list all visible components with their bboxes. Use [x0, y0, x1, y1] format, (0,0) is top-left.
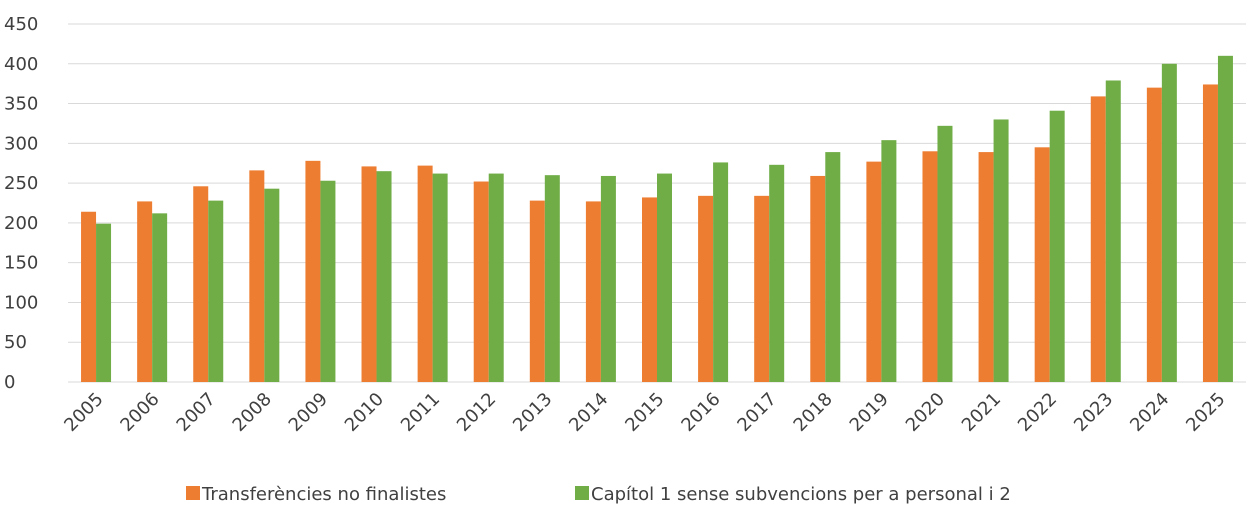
bar — [1090, 96, 1106, 382]
bar — [754, 195, 770, 382]
y-tick-label: 450 — [4, 14, 38, 35]
y-tick-label: 200 — [4, 213, 38, 234]
x-tick-label: 2020 — [902, 389, 949, 436]
x-tick-label: 2006 — [116, 389, 163, 436]
x-tick-label: 2016 — [677, 389, 724, 436]
y-tick-label: 350 — [4, 94, 38, 115]
bar — [529, 200, 545, 382]
x-tick-label: 2018 — [790, 389, 837, 436]
x-tick-label: 2025 — [1182, 389, 1229, 436]
legend-swatch — [186, 486, 200, 500]
bar — [249, 170, 265, 382]
bar — [208, 200, 224, 382]
bar — [417, 165, 433, 382]
x-tick-label: 2023 — [1070, 389, 1117, 436]
bar — [585, 201, 601, 382]
bar — [320, 180, 336, 382]
x-tick-label: 2011 — [397, 389, 444, 436]
bar — [922, 151, 938, 382]
bar — [264, 188, 280, 382]
legend-label: Transferències no finalistes — [201, 484, 446, 505]
bar — [137, 201, 153, 382]
bar — [432, 173, 448, 382]
bar — [1161, 63, 1177, 383]
y-tick-label: 100 — [4, 292, 38, 313]
legend-swatch — [575, 486, 589, 500]
bar — [713, 162, 729, 382]
bar — [657, 173, 672, 382]
x-tick-label: 2019 — [846, 389, 893, 436]
legend-label: Capítol 1 sense subvencions per a person… — [591, 484, 1011, 505]
x-tick-label: 2007 — [173, 389, 220, 436]
x-tick-label: 2017 — [733, 389, 780, 436]
bar — [978, 152, 994, 382]
bar — [1217, 55, 1233, 382]
bar — [600, 175, 616, 382]
x-tick-label: 2005 — [60, 389, 107, 436]
x-tick-label: 2010 — [341, 389, 388, 436]
y-tick-label: 50 — [4, 332, 27, 353]
x-tick-label: 2015 — [621, 389, 668, 436]
y-tick-label: 300 — [4, 133, 38, 154]
bar — [698, 195, 714, 382]
bar — [642, 197, 657, 382]
bar — [1146, 87, 1162, 383]
bar — [1202, 84, 1218, 382]
y-tick-label: 400 — [4, 54, 38, 75]
bar — [152, 213, 168, 382]
bar — [81, 211, 97, 382]
bar — [96, 223, 112, 382]
bar — [376, 171, 392, 382]
bar — [825, 152, 841, 382]
bar — [1034, 147, 1050, 382]
x-tick-label: 2012 — [453, 389, 500, 436]
bar — [544, 175, 560, 382]
x-tick-label: 2009 — [285, 389, 332, 436]
bar — [473, 181, 489, 382]
y-tick-label: 150 — [4, 253, 38, 274]
bar — [993, 119, 1009, 382]
bar — [1049, 110, 1065, 383]
x-tick-label: 2013 — [509, 389, 556, 436]
bar — [866, 161, 882, 382]
bar — [881, 140, 897, 382]
bar — [1105, 80, 1121, 383]
bar — [193, 186, 209, 382]
bar — [810, 175, 826, 382]
y-tick-label: 0 — [4, 372, 15, 393]
y-tick-label: 250 — [4, 173, 38, 194]
x-tick-label: 2014 — [565, 389, 612, 436]
bar — [937, 125, 953, 382]
bar — [305, 160, 321, 382]
bar — [488, 173, 504, 382]
x-tick-label: 2022 — [1014, 389, 1061, 436]
bar — [769, 164, 785, 382]
x-tick-label: 2021 — [958, 389, 1005, 436]
x-tick-label: 2008 — [229, 389, 276, 436]
x-tick-label: 2024 — [1126, 389, 1173, 436]
bar — [361, 166, 377, 382]
